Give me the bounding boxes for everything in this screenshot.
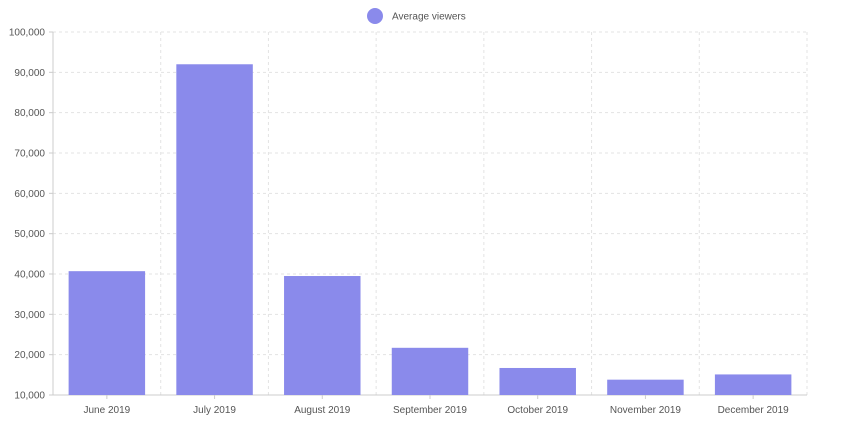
bar-december-2019[interactable] [714, 374, 792, 395]
y-tick-label: 20,000 [14, 350, 45, 361]
y-tick-label: 80,000 [14, 108, 45, 119]
x-tick-label: November 2019 [610, 405, 682, 416]
y-tick-label: 70,000 [14, 149, 45, 160]
x-axis-ticks: June 2019 July 2019 August 2019 September 2… [83, 395, 789, 416]
y-tick-label: 50,000 [14, 229, 45, 240]
bar-july-2019[interactable] [176, 64, 253, 396]
y-tick-label: 40,000 [14, 270, 45, 281]
x-tick-label: July 2019 [193, 405, 236, 416]
bar-october-2019[interactable] [499, 367, 576, 395]
chart-grid [53, 31, 808, 395]
bar-august-2019[interactable] [284, 276, 361, 395]
bar-november-2019[interactable] [607, 379, 684, 395]
x-tick-label: September 2019 [393, 405, 467, 416]
y-tick-label: 100,000 [9, 28, 46, 39]
y-tick-label: 30,000 [14, 310, 45, 321]
y-tick-label: 60,000 [14, 189, 45, 200]
x-tick-label: August 2019 [294, 405, 351, 416]
x-tick-label: June 2019 [83, 405, 130, 416]
x-tick-label: December 2019 [718, 405, 790, 416]
legend-label-average-viewers[interactable]: Average viewers [392, 12, 466, 23]
bar-september-2019[interactable] [391, 347, 469, 395]
chart-axes [52, 32, 807, 396]
legend-marker-average-viewers[interactable] [367, 8, 383, 24]
y-tick-label: 90,000 [14, 68, 45, 79]
bar-series [68, 64, 792, 396]
y-axis-ticks: 10,000 20,000 30,000 40,000 50,000 60,000 70,0… [9, 28, 53, 402]
bar-june-2019[interactable] [68, 271, 146, 395]
x-tick-label: October 2019 [507, 405, 568, 416]
chart-legend[interactable]: Average viewers [367, 8, 466, 24]
y-tick-label: 10,000 [14, 391, 45, 402]
